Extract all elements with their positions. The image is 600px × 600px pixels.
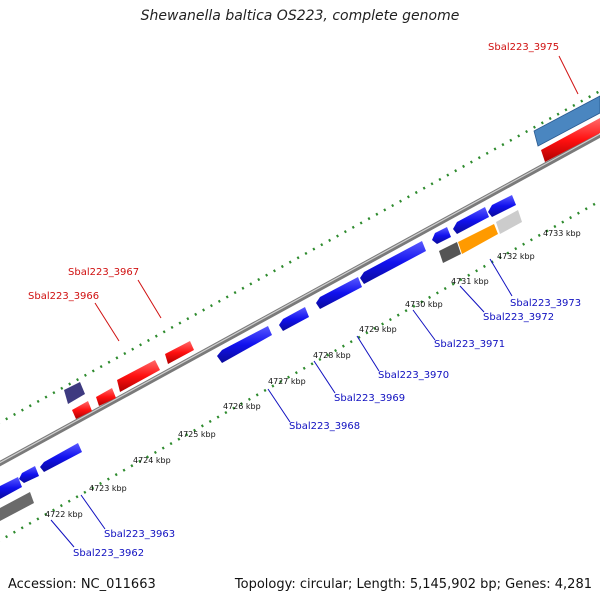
gene-arrow[interactable]	[432, 227, 451, 244]
gene-arrow[interactable]	[64, 382, 85, 404]
leader-line	[459, 285, 485, 313]
scale-label: 4722 kbp	[45, 510, 83, 519]
scale-label: 4727 kbp	[268, 377, 306, 386]
gene-arrow[interactable]	[19, 466, 39, 483]
scale-label: 4730 kbp	[405, 300, 443, 309]
scale-label: 4725 kbp	[178, 430, 216, 439]
scale-label: 4728 kbp	[313, 351, 351, 360]
leader-line	[80, 494, 106, 530]
gene-arrow[interactable]	[217, 326, 272, 363]
gene-label-sbal223-3975[interactable]: Sbal223_3975	[488, 42, 559, 53]
gene-arrow[interactable]	[117, 360, 160, 392]
leader-line	[356, 335, 380, 372]
gene-arrow[interactable]	[360, 241, 426, 284]
gene-label-sbal223-3973[interactable]: Sbal223_3973	[510, 298, 581, 309]
leader-line	[313, 360, 336, 394]
genome-backbone-highlight	[0, 133, 600, 464]
scale-labels: 4722 kbp 4723 kbp 4724 kbp 4725 kbp 4726…	[45, 229, 581, 519]
leader-lines	[50, 55, 579, 548]
scale-label: 4726 kbp	[223, 402, 261, 411]
gene-arrow[interactable]	[541, 118, 600, 162]
gene-label-sbal223-3969[interactable]: Sbal223_3969	[334, 393, 405, 404]
gene-arrow[interactable]	[279, 307, 309, 331]
gene-arrow[interactable]	[165, 341, 194, 364]
leader-line	[489, 258, 513, 297]
gene-label-sbal223-3962[interactable]: Sbal223_3962	[73, 548, 144, 559]
gene-label-sbal223-3971[interactable]: Sbal223_3971	[434, 339, 505, 350]
leader-line	[50, 519, 75, 548]
scale-label: 4732 kbp	[497, 252, 535, 261]
gene-label-sbal223-3967[interactable]: Sbal223_3967	[68, 267, 139, 278]
reverse-genes	[0, 195, 522, 521]
gene-arrow[interactable]	[488, 195, 516, 217]
scale-label: 4731 kbp	[451, 277, 489, 286]
gene-labels: Sbal223_3975 Sbal223_3967 Sbal223_3966 S…	[28, 42, 581, 559]
gene-arrow[interactable]	[72, 401, 92, 419]
gene-arrow[interactable]	[96, 388, 116, 406]
accession-text: Accession: NC_011663	[8, 577, 156, 592]
leader-line	[267, 388, 291, 423]
gene-label-sbal223-3966[interactable]: Sbal223_3966	[28, 291, 99, 302]
gene-label-sbal223-3970[interactable]: Sbal223_3970	[378, 370, 449, 381]
map-title: Shewanella baltica OS223, complete genom…	[140, 8, 460, 24]
leader-line	[94, 302, 120, 342]
leader-line	[412, 309, 436, 341]
gene-label-sbal223-3963[interactable]: Sbal223_3963	[104, 529, 175, 540]
gene-arrow[interactable]	[496, 210, 522, 234]
leader-line	[137, 279, 162, 319]
gene-arrow[interactable]	[0, 477, 22, 499]
scale-label: 4733 kbp	[543, 229, 581, 238]
forward-genes	[64, 95, 600, 419]
scale-label: 4729 kbp	[359, 325, 397, 334]
scale-label: 4724 kbp	[133, 456, 171, 465]
gene-arrow[interactable]	[533, 95, 600, 147]
gene-arrow[interactable]	[458, 224, 498, 254]
gene-arrow[interactable]	[453, 207, 489, 234]
scale-label: 4723 kbp	[89, 484, 127, 493]
gene-arrow[interactable]	[316, 277, 362, 309]
genome-backbone	[0, 132, 600, 467]
genome-summary-text: Topology: circular; Length: 5,145,902 bp…	[234, 577, 592, 592]
gene-label-sbal223-3968[interactable]: Sbal223_3968	[289, 421, 360, 432]
leader-line	[558, 55, 579, 95]
gene-arrow[interactable]	[439, 242, 461, 263]
gene-label-sbal223-3972[interactable]: Sbal223_3972	[483, 312, 554, 323]
gene-arrow[interactable]	[0, 492, 34, 521]
gene-arrow[interactable]	[40, 443, 82, 472]
